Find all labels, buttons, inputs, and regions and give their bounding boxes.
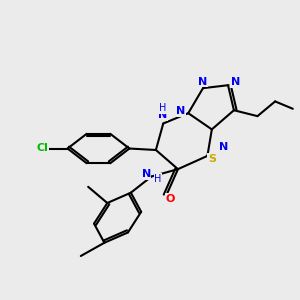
Text: N: N — [198, 77, 207, 87]
Text: H: H — [154, 174, 162, 184]
Text: N: N — [142, 169, 151, 179]
Text: O: O — [166, 194, 175, 204]
Text: N: N — [158, 110, 167, 120]
Text: N: N — [219, 142, 228, 152]
Text: N: N — [231, 77, 240, 87]
Text: S: S — [208, 154, 216, 164]
Text: Cl: Cl — [37, 143, 49, 153]
Text: H: H — [159, 103, 166, 113]
Text: N: N — [176, 106, 185, 116]
